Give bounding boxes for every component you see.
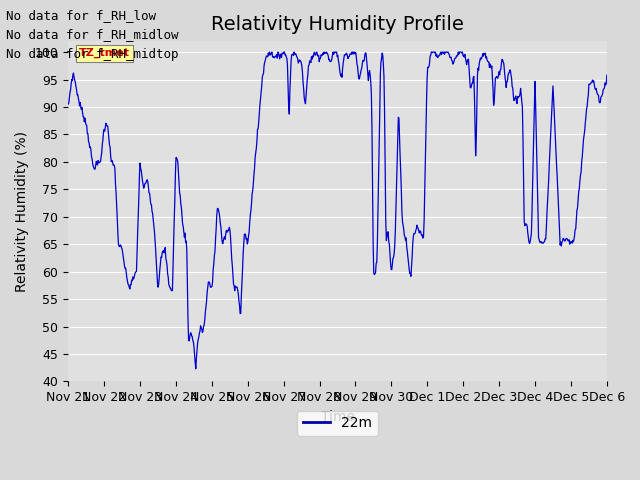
Y-axis label: Relativity Humidity (%): Relativity Humidity (%) — [15, 131, 29, 292]
Text: No data for f_RH_midtop: No data for f_RH_midtop — [6, 48, 179, 60]
Legend: 22m: 22m — [297, 410, 378, 436]
Text: No data for f_RH_low: No data for f_RH_low — [6, 9, 156, 22]
Text: No data for f_RH_midlow: No data for f_RH_midlow — [6, 28, 179, 41]
X-axis label: Time: Time — [321, 410, 355, 424]
Title: Relativity Humidity Profile: Relativity Humidity Profile — [211, 15, 464, 34]
Text: TZ_tmet: TZ_tmet — [79, 48, 130, 58]
